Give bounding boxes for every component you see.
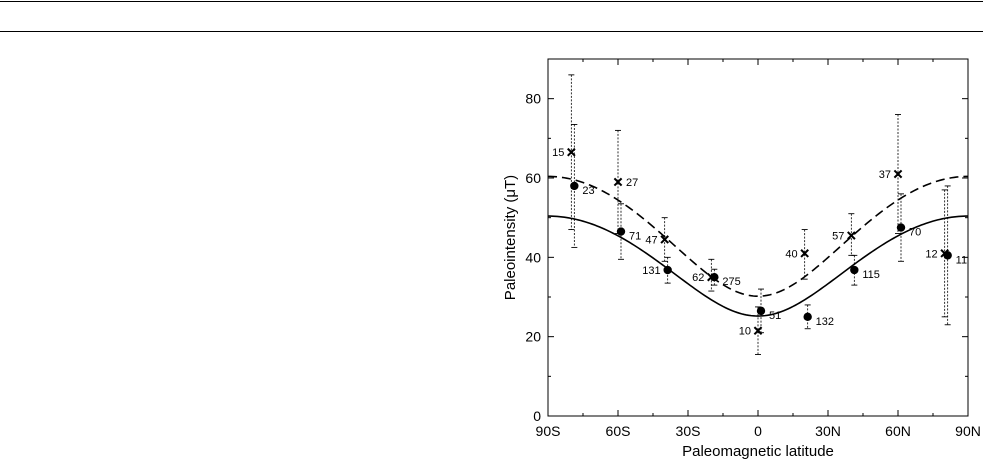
solid-model-curve [547, 215, 969, 317]
cross-stroke [613, 177, 623, 187]
cross-stroke [800, 249, 809, 258]
cross-marker [847, 231, 856, 240]
circle-marker [896, 223, 906, 232]
point-label: 132 [816, 316, 834, 328]
y-tick-label: 40 [525, 249, 541, 265]
x-tick-label: 90N [955, 423, 981, 439]
cross-marker [613, 177, 623, 187]
x-tick-labels: 90S 60S 30S 0 30N 60N 90N [536, 423, 981, 439]
cross-stroke [707, 272, 716, 282]
point-label: 47 [645, 234, 657, 246]
y-tick-labels: 0 20 40 60 80 [525, 91, 541, 424]
point-label: 71 [629, 231, 641, 243]
y-tick-label: 0 [533, 408, 541, 424]
cross-marker [800, 249, 809, 258]
cross-marker [753, 326, 763, 336]
circle-marker [803, 312, 812, 322]
header-rule [0, 31, 983, 32]
cross-stroke [660, 235, 669, 244]
x-tick-label: 30N [815, 423, 841, 439]
model-curves [547, 175, 969, 317]
y-tick-label: 80 [525, 91, 541, 107]
x-tick-label: 30S [676, 423, 701, 439]
x-axis-title: Paleomagnetic latitude [682, 443, 834, 460]
circle-marker [570, 181, 579, 191]
point-label: 27 [626, 177, 638, 189]
cross-stroke [893, 169, 903, 179]
point-label: 10 [739, 326, 751, 338]
dashed-model-curve [547, 175, 969, 298]
circle-marker [663, 265, 672, 275]
cross-marker [707, 272, 716, 282]
cross-stroke [567, 147, 576, 157]
point-label: 115 [862, 269, 880, 281]
point-label: 131 [642, 265, 660, 277]
cross-stroke [847, 231, 856, 240]
data-markers [567, 147, 952, 336]
point-label: 275 [722, 276, 740, 288]
point-label: 40 [785, 248, 797, 260]
y-axis-title: Paleointensity (μT) [502, 175, 519, 300]
top-rule [0, 1, 983, 2]
cross-stroke [940, 249, 949, 258]
circle-marker [850, 265, 859, 275]
point-label: 70 [909, 227, 921, 239]
x-tick-label: 90S [536, 423, 561, 439]
circle-marker [616, 227, 626, 236]
point-label: 12 [925, 248, 937, 260]
x-tick-label: 0 [754, 423, 762, 439]
point-label: 11 [956, 254, 967, 266]
cross-marker [893, 169, 903, 179]
point-label: 23 [582, 185, 594, 197]
cross-stroke [753, 326, 763, 336]
cross-marker [660, 235, 669, 244]
point-label: 57 [832, 231, 844, 243]
point-label: 51 [769, 310, 781, 322]
axis-ticks [547, 59, 969, 417]
point-labels: 23 71 131 275 51 132 115 70 11 15 27 47 62 10 40 57 37 12 [552, 147, 967, 338]
point-label: 15 [552, 147, 564, 159]
y-tick-label: 20 [525, 329, 541, 345]
y-tick-label: 60 [525, 170, 541, 186]
x-tick-label: 60N [885, 423, 911, 439]
x-tick-label: 60S [606, 423, 631, 439]
circle-marker [756, 306, 766, 316]
point-label: 37 [879, 169, 891, 181]
cross-marker [567, 147, 576, 157]
cross-marker [940, 249, 949, 258]
point-label: 62 [692, 272, 704, 284]
plot-frame [547, 58, 969, 417]
